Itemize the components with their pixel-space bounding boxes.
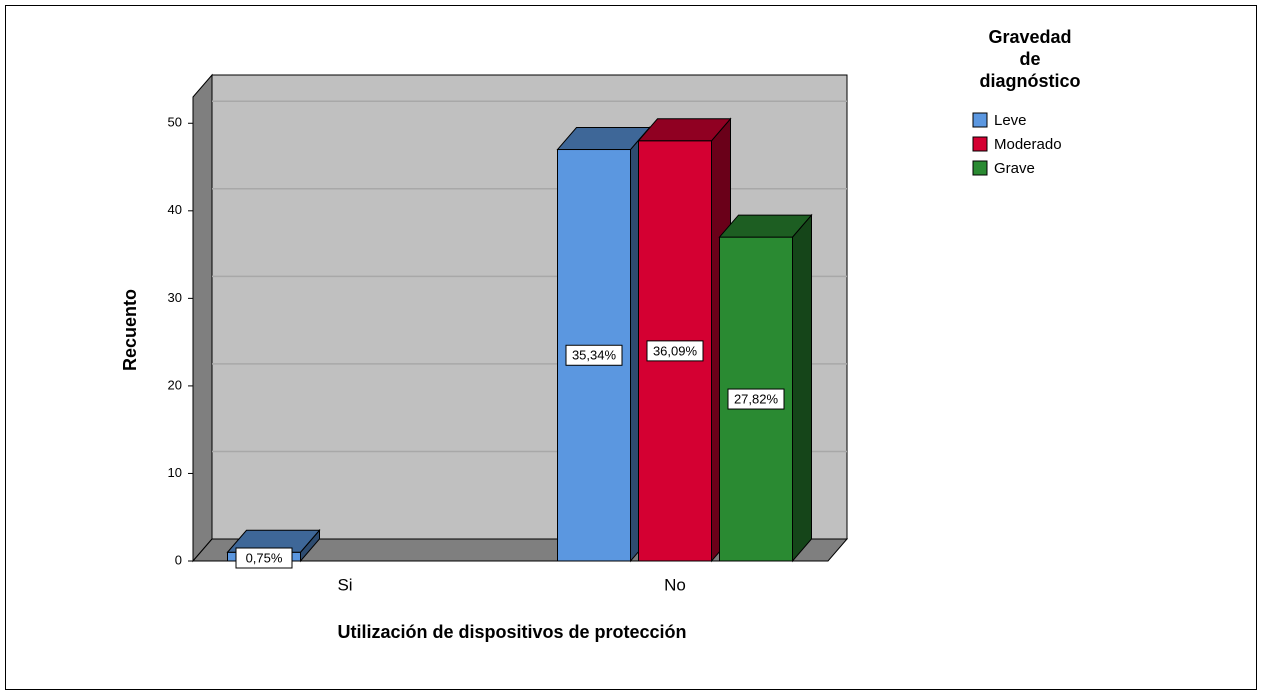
legend-title: Gravedad <box>988 27 1071 47</box>
data-label: 0,75% <box>246 550 283 565</box>
y-tick-label: 40 <box>168 202 182 217</box>
legend-label: Leve <box>994 112 1027 129</box>
legend-swatch <box>972 112 988 128</box>
y-tick-label: 50 <box>168 115 182 130</box>
bar-side <box>792 213 812 563</box>
data-label-box <box>565 344 623 366</box>
x-tick-label: No <box>664 575 686 594</box>
legend-label: Moderado <box>994 136 1062 153</box>
legend-swatch <box>972 160 988 176</box>
x-tick-label: Si <box>337 575 352 594</box>
data-label-box <box>235 547 293 569</box>
left-wall <box>192 73 213 563</box>
legend-swatch <box>972 136 988 152</box>
data-label-box <box>727 388 785 410</box>
data-label: 27,82% <box>734 391 779 406</box>
y-tick-label: 0 <box>175 552 182 567</box>
y-tick-label: 20 <box>168 377 182 392</box>
bar-top <box>718 214 813 238</box>
data-label: 35,34% <box>572 348 617 363</box>
y-tick-label: 10 <box>168 465 182 480</box>
legend-title: de <box>1019 49 1040 69</box>
data-label-box <box>646 340 704 362</box>
x-axis-title: Utilización de dispositivos de protecció… <box>337 622 686 642</box>
data-label: 36,09% <box>653 343 698 358</box>
y-axis-title: Recuento <box>120 289 140 371</box>
y-tick-label: 30 <box>168 290 182 305</box>
legend-label: Grave <box>994 160 1035 177</box>
bar-top <box>637 118 732 142</box>
legend-title: diagnóstico <box>979 71 1080 91</box>
